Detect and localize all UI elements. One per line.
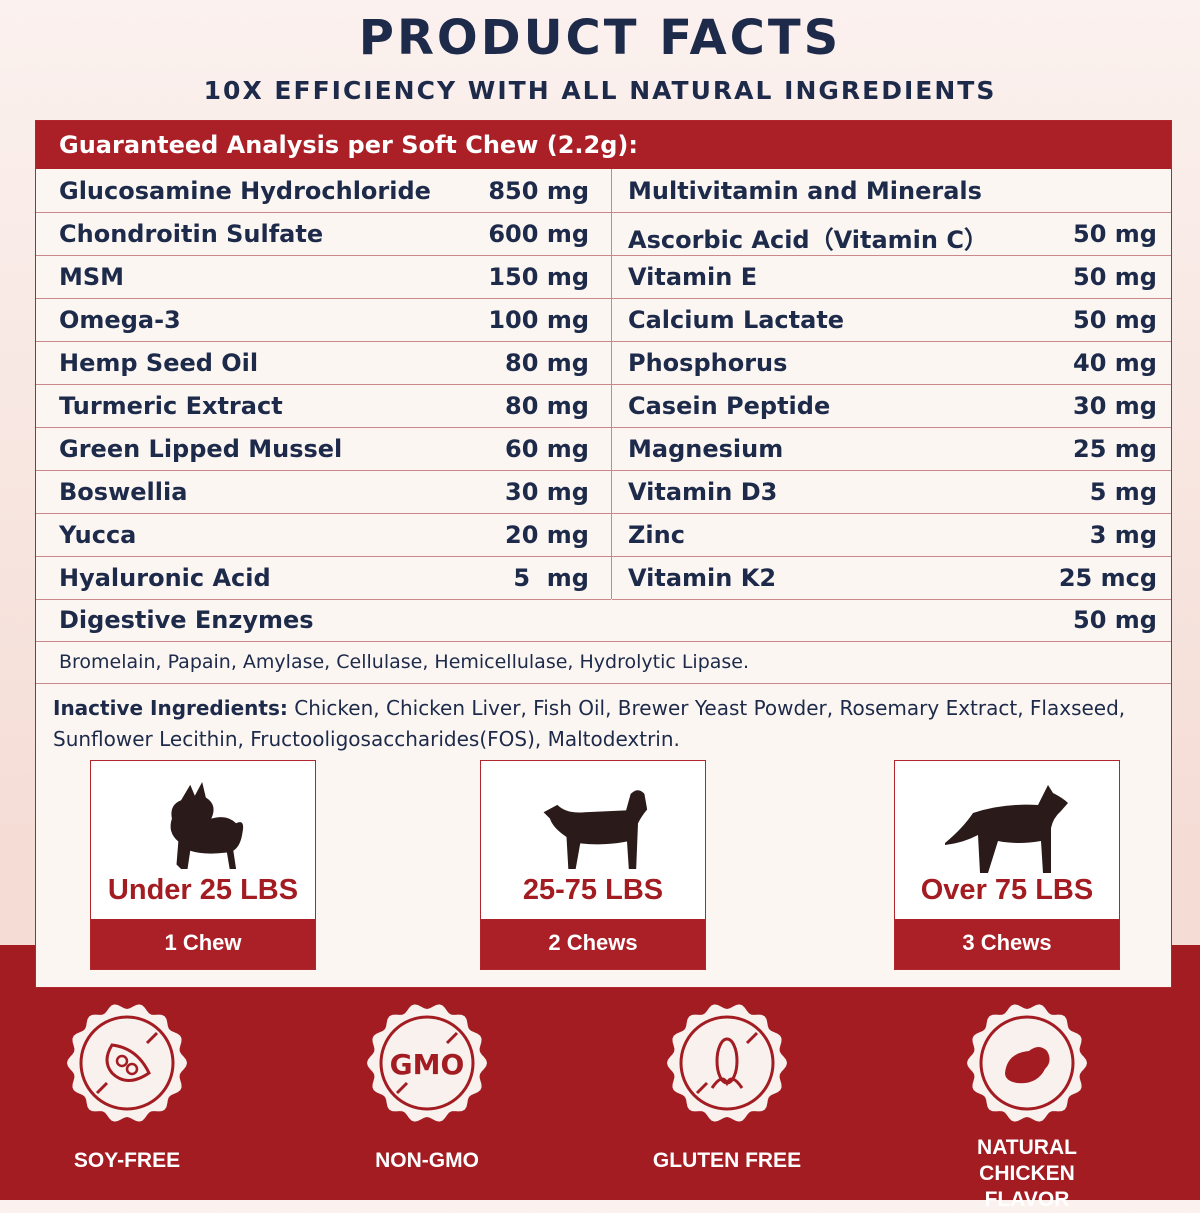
ingredient-name: Hemp Seed Oil (59, 349, 259, 377)
ingredient-name: Zinc (628, 521, 685, 549)
ingredient-amount: 80 mg (505, 349, 589, 377)
ingredient-amount: 50 mg (1073, 306, 1157, 334)
subtitle: 10X EFFICIENCY WITH ALL NATURAL INGREDIE… (203, 76, 997, 105)
ingredient-amount: 80 mg (505, 392, 589, 420)
ingredient-amount: 40 mg (1073, 349, 1157, 377)
ingredient-amount: 50 mg (1073, 606, 1157, 634)
dose-label: 1 Chew (91, 919, 315, 969)
ingredient-amount: 60 mg (505, 435, 589, 463)
badge-label: SOY-FREE (73, 1149, 181, 1172)
ingredient-amount: 5 mg (1089, 478, 1157, 506)
ingredient-name: Yucca (59, 521, 137, 549)
ingredient-name: Ascorbic Acid（Vitamin C） (628, 226, 988, 254)
ingredient-amount: 50 mg (1073, 220, 1157, 248)
ingredient-row: Zinc 3 mg (612, 514, 1171, 557)
ingredient-row: Calcium Lactate 50 mg (612, 299, 1171, 342)
ingredient-name: Calcium Lactate (628, 306, 845, 334)
dosage-card: Under 25 LBS 1 Chew (90, 760, 316, 970)
gmo-text: GMO (390, 1048, 465, 1081)
ingredient-name: Hyaluronic Acid (59, 564, 271, 592)
ingredient-row: Vitamin K2 25 mcg (612, 557, 1171, 600)
ingredient-name: Omega-3 (59, 306, 181, 334)
inactive-text: Chicken, Chicken Liver, Fish Oil, Brewer… (53, 696, 1126, 751)
ingredient-amount: 25 mcg (1058, 564, 1157, 592)
ingredient-name: Phosphorus (628, 349, 788, 377)
ingredient-row: Chondroitin Sulfate 600 mg (36, 213, 611, 256)
ingredient-name: Casein Peptide (628, 392, 831, 420)
ingredient-row: Vitamin D3 5 mg (612, 471, 1171, 514)
enzymes-row: Digestive Enzymes 50 mg (36, 599, 1171, 642)
ingredient-row: Omega-3 100 mg (36, 299, 611, 342)
ingredient-row: Phosphorus 40 mg (612, 342, 1171, 385)
dose-label: 3 Chews (895, 919, 1119, 969)
ingredient-name: Glucosamine Hydrochloride (59, 177, 431, 205)
small-dog-icon (170, 781, 244, 870)
ingredient-amount: 20 mg (505, 521, 589, 549)
column-divider (611, 169, 612, 599)
analysis-table: Guaranteed Analysis per Soft Chew (2.2g)… (35, 120, 1172, 988)
dosage-card: Over 75 LBS 3 Chews (894, 760, 1120, 970)
ingredient-name: Digestive Enzymes (59, 606, 314, 634)
ingredient-name: Green Lipped Mussel (59, 435, 343, 463)
no-gluten-icon (667, 1004, 787, 1122)
ingredient-row: Multivitamin and Minerals (612, 170, 1171, 213)
ingredient-row: MSM 150 mg (36, 256, 611, 299)
ingredient-name: Vitamin E (628, 263, 758, 291)
inactive-label: Inactive Ingredients: (53, 696, 288, 720)
weight-label: Over 75 LBS (920, 874, 1094, 906)
enzymes-detail-row: Bromelain, Papain, Amylase, Cellulase, H… (36, 642, 1171, 684)
ingredient-amount: 50 mg (1073, 263, 1157, 291)
ingredient-row: Vitamin E 50 mg (612, 256, 1171, 299)
ingredient-row: Hemp Seed Oil 80 mg (36, 342, 611, 385)
ingredient-name: MSM (59, 263, 125, 291)
weight-label: 25-75 LBS (522, 874, 664, 906)
ingredient-amount: 600 mg (488, 220, 589, 248)
ingredient-row: Magnesium 25 mg (612, 428, 1171, 471)
large-dog-icon (945, 785, 1068, 873)
ingredient-amount: 100 mg (488, 306, 589, 334)
inactive-ingredients: Inactive Ingredients: Chicken, Chicken L… (53, 693, 1153, 755)
medium-dog-icon (543, 790, 648, 870)
ingredient-row: Casein Peptide 30 mg (612, 385, 1171, 428)
no-gmo-icon: GMO (367, 1004, 487, 1122)
ingredient-name: Vitamin D3 (628, 478, 778, 506)
ingredient-name: Turmeric Extract (59, 392, 283, 420)
ingredient-row: Turmeric Extract 80 mg (36, 385, 611, 428)
ingredient-row: Boswellia 30 mg (36, 471, 611, 514)
ingredient-row: Ascorbic Acid（Vitamin C） 50 mg (612, 213, 1171, 256)
ingredient-amount: 30 mg (505, 478, 589, 506)
enzymes-detail: Bromelain, Papain, Amylase, Cellulase, H… (59, 651, 750, 673)
ingredient-amount: 30 mg (1073, 392, 1157, 420)
chicken-icon (967, 1004, 1087, 1122)
analysis-header: Guaranteed Analysis per Soft Chew (2.2g)… (36, 121, 1171, 169)
badge-label: NON-GMO (375, 1149, 479, 1172)
page-title: PRODUCT FACTS (358, 10, 842, 66)
ingredient-row: Green Lipped Mussel 60 mg (36, 428, 611, 471)
weight-label: Under 25 LBS (107, 874, 299, 906)
ingredient-amount: 850 mg (488, 177, 589, 205)
dosage-card: 25-75 LBS 2 Chews (480, 760, 706, 970)
ingredient-name: Multivitamin and Minerals (628, 177, 982, 205)
ingredient-amount: 3 mg (1089, 521, 1157, 549)
ingredient-row: Hyaluronic Acid 5 mg (36, 557, 611, 600)
ingredient-amount: 150 mg (488, 263, 589, 291)
ingredient-name: Chondroitin Sulfate (59, 220, 324, 248)
badge-label: NATURAL CHICKEN FLAVOR (977, 1136, 1077, 1211)
dose-label: 2 Chews (481, 919, 705, 969)
ingredient-name: Boswellia (59, 478, 188, 506)
ingredient-row: Yucca 20 mg (36, 514, 611, 557)
no-soy-icon (67, 1004, 187, 1122)
ingredient-name: Vitamin K2 (628, 564, 777, 592)
ingredient-amount: 25 mg (1073, 435, 1157, 463)
ingredient-amount: 5 mg (513, 564, 589, 592)
ingredient-row: Glucosamine Hydrochloride 850 mg (36, 170, 611, 213)
ingredient-name: Magnesium (628, 435, 784, 463)
badge-label: GLUTEN FREE (652, 1149, 802, 1172)
